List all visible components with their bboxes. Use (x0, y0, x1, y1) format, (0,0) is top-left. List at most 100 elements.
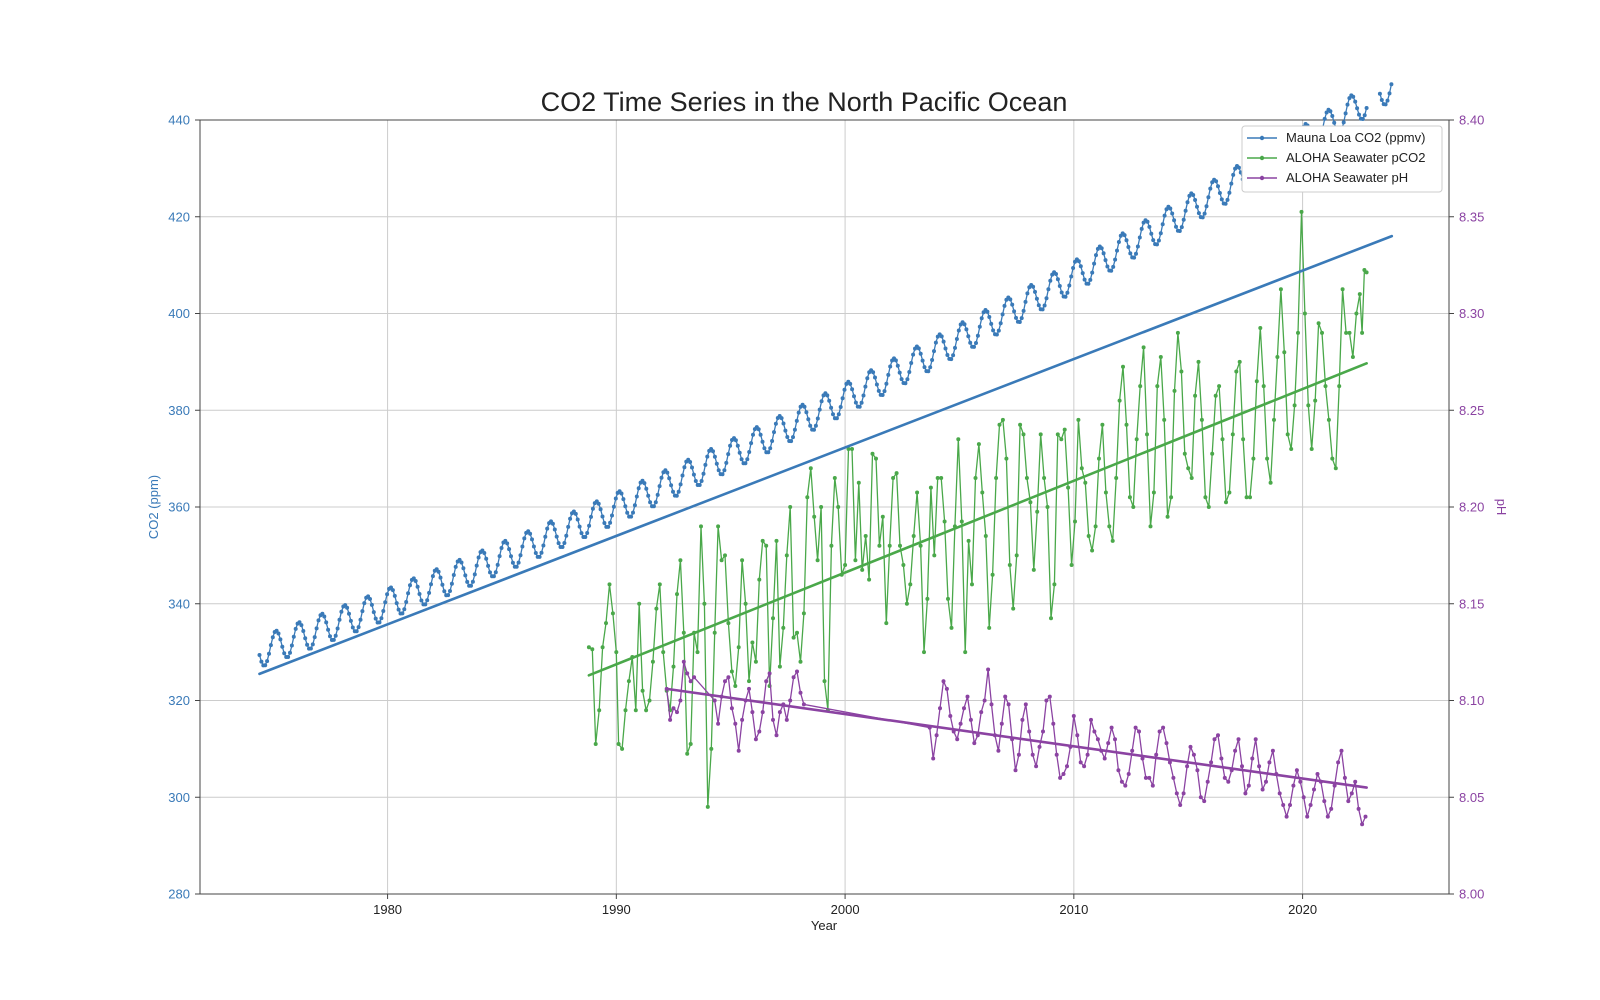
data-point-mauna-loa-co2-ppmv (381, 609, 386, 613)
data-point-mauna-loa-co2-ppmv (926, 369, 931, 374)
data-point-mauna-loa-co2-ppmv (873, 375, 877, 380)
data-point-aloha-seawater-ph (1023, 702, 1028, 707)
data-point-mauna-loa-co2-ppmv (941, 339, 946, 344)
data-point-aloha-seawater-pco2 (771, 616, 775, 621)
data-point-mauna-loa-co2-ppmv (1149, 231, 1154, 236)
series-aloha-seawater-pco2 (586, 209, 1369, 809)
data-point-aloha-seawater-pco2 (976, 442, 981, 447)
data-point-mauna-loa-co2-ppmv (463, 573, 468, 578)
data-point-aloha-seawater-pco2 (1254, 379, 1259, 384)
data-point-mauna-loa-co2-ppmv (1216, 184, 1220, 189)
data-point-aloha-seawater-pco2 (1261, 384, 1266, 389)
data-point-aloha-seawater-pco2 (616, 742, 621, 746)
data-point-mauna-loa-co2-ppmv (1156, 238, 1161, 243)
data-point-aloha-seawater-ph (681, 659, 686, 664)
data-point-mauna-loa-co2-ppmv (631, 510, 635, 515)
data-point-aloha-seawater-ph (1298, 779, 1303, 784)
data-point-aloha-seawater-pco2 (1066, 485, 1071, 490)
data-point-mauna-loa-co2-ppmv (859, 400, 864, 405)
data-point-aloha-seawater-ph (1137, 729, 1141, 734)
data-point-aloha-seawater-pco2 (736, 645, 741, 650)
data-point-mauna-loa-co2-ppmv (1135, 244, 1140, 249)
data-point-aloha-seawater-pco2 (1028, 500, 1033, 505)
data-point-mauna-loa-co2-ppmv (1332, 120, 1337, 125)
data-point-mauna-loa-co2-ppmv (819, 399, 824, 404)
data-point-aloha-seawater-pco2 (607, 582, 612, 587)
data-point-mauna-loa-co2-ppmv (265, 659, 270, 664)
data-point-mauna-loa-co2-ppmv (1071, 266, 1076, 270)
right-axis-ticks: 8.00 8.05 8.10 8.15 8.20 8.25 8.30 8.35 8.40 (1449, 113, 1484, 902)
legend-entry-aloha-pco2: ALOHA Seawater pCO2 (1247, 150, 1425, 165)
legend-marker-aloha-pco2 (1259, 155, 1265, 161)
data-point-aloha-seawater-pco2 (671, 664, 676, 669)
data-point-mauna-loa-co2-ppmv (543, 534, 548, 539)
data-point-aloha-seawater-pco2 (1062, 427, 1067, 432)
data-point-mauna-loa-co2-ppmv (491, 574, 496, 579)
data-point-aloha-seawater-pco2 (774, 538, 779, 543)
data-point-aloha-seawater-pco2 (891, 476, 896, 480)
data-point-aloha-seawater-ph (671, 706, 676, 711)
data-point-aloha-seawater-pco2 (898, 543, 902, 548)
data-point-mauna-loa-co2-ppmv (655, 492, 660, 497)
data-point-aloha-seawater-ph (675, 710, 679, 715)
data-point-aloha-seawater-pco2 (675, 592, 679, 597)
data-point-mauna-loa-co2-ppmv (945, 353, 950, 357)
data-point-aloha-seawater-pco2 (987, 625, 992, 630)
data-point-mauna-loa-co2-ppmv (1168, 206, 1173, 211)
data-point-aloha-seawater-ph (1085, 752, 1090, 757)
data-point-mauna-loa-co2-ppmv (871, 370, 876, 375)
data-point-aloha-seawater-ph (801, 702, 806, 707)
data-point-mauna-loa-co2-ppmv (541, 543, 546, 548)
data-point-mauna-loa-co2-ppmv (651, 504, 656, 509)
legend-box (1241, 125, 1443, 193)
data-point-aloha-seawater-ph (791, 675, 796, 680)
data-point-mauna-loa-co2-ppmv (682, 465, 687, 470)
data-point-aloha-seawater-ph (750, 710, 755, 715)
data-point-mauna-loa-co2-ppmv (623, 504, 628, 509)
data-point-mauna-loa-co2-ppmv (1054, 272, 1058, 276)
data-point-mauna-loa-co2-ppmv (884, 381, 889, 386)
data-point-aloha-seawater-pco2 (784, 553, 789, 558)
data-point-mauna-loa-co2-ppmv (1206, 195, 1211, 200)
data-point-mauna-loa-co2-ppmv (1158, 231, 1163, 236)
data-point-mauna-loa-co2-ppmv (899, 377, 904, 382)
data-point-aloha-seawater-pco2 (990, 572, 995, 577)
data-point-aloha-seawater-pco2 (1086, 534, 1091, 538)
data-point-mauna-loa-co2-ppmv (972, 344, 976, 349)
data-point-mauna-loa-co2-ppmv (587, 523, 592, 528)
data-point-aloha-seawater-pco2 (1230, 432, 1235, 437)
data-point-mauna-loa-co2-ppmv (688, 460, 693, 464)
data-point-aloha-seawater-pco2 (1014, 553, 1019, 558)
data-point-aloha-seawater-pco2 (1272, 417, 1276, 422)
data-point-aloha-seawater-ph (982, 698, 987, 703)
data-point-aloha-seawater-ph (1212, 737, 1217, 742)
data-point-aloha-seawater-pco2 (973, 476, 978, 480)
data-point-mauna-loa-co2-ppmv (278, 637, 283, 642)
data-point-aloha-seawater-ph (1363, 814, 1368, 819)
data-point-mauna-loa-co2-ppmv (886, 372, 891, 377)
data-point-mauna-loa-co2-ppmv (714, 461, 719, 466)
data-point-aloha-seawater-pco2 (1093, 524, 1098, 529)
data-point-aloha-seawater-ph (1315, 772, 1320, 776)
data-point-aloha-seawater-pco2 (1103, 490, 1108, 495)
data-point-mauna-loa-co2-ppmv (1179, 225, 1184, 230)
data-point-mauna-loa-co2-ppmv (322, 614, 327, 619)
series-line-aloha-seawater-ph (666, 661, 1367, 827)
data-point-mauna-loa-co2-ppmv (1214, 179, 1219, 184)
left-tick-label: 340 (168, 596, 190, 611)
data-point-mauna-loa-co2-ppmv (1223, 201, 1228, 206)
data-point-mauna-loa-co2-ppmv (897, 370, 902, 375)
data-point-mauna-loa-co2-ppmv (880, 393, 885, 397)
data-point-aloha-seawater-ph (1126, 772, 1131, 776)
data-point-mauna-loa-co2-ppmv (1195, 204, 1199, 209)
data-point-aloha-seawater-pco2 (1268, 480, 1273, 485)
data-point-mauna-loa-co2-ppmv (932, 349, 936, 354)
data-point-aloha-seawater-pco2 (1042, 476, 1047, 480)
data-point-mauna-loa-co2-ppmv (1137, 235, 1142, 240)
data-point-mauna-loa-co2-ppmv (920, 358, 925, 363)
data-point-aloha-seawater-ph (1095, 737, 1100, 742)
data-point-mauna-loa-co2-ppmv (827, 398, 832, 403)
data-point-mauna-loa-co2-ppmv (794, 418, 799, 423)
data-point-mauna-loa-co2-ppmv (1126, 245, 1131, 249)
left-tick-label: 420 (168, 209, 190, 224)
